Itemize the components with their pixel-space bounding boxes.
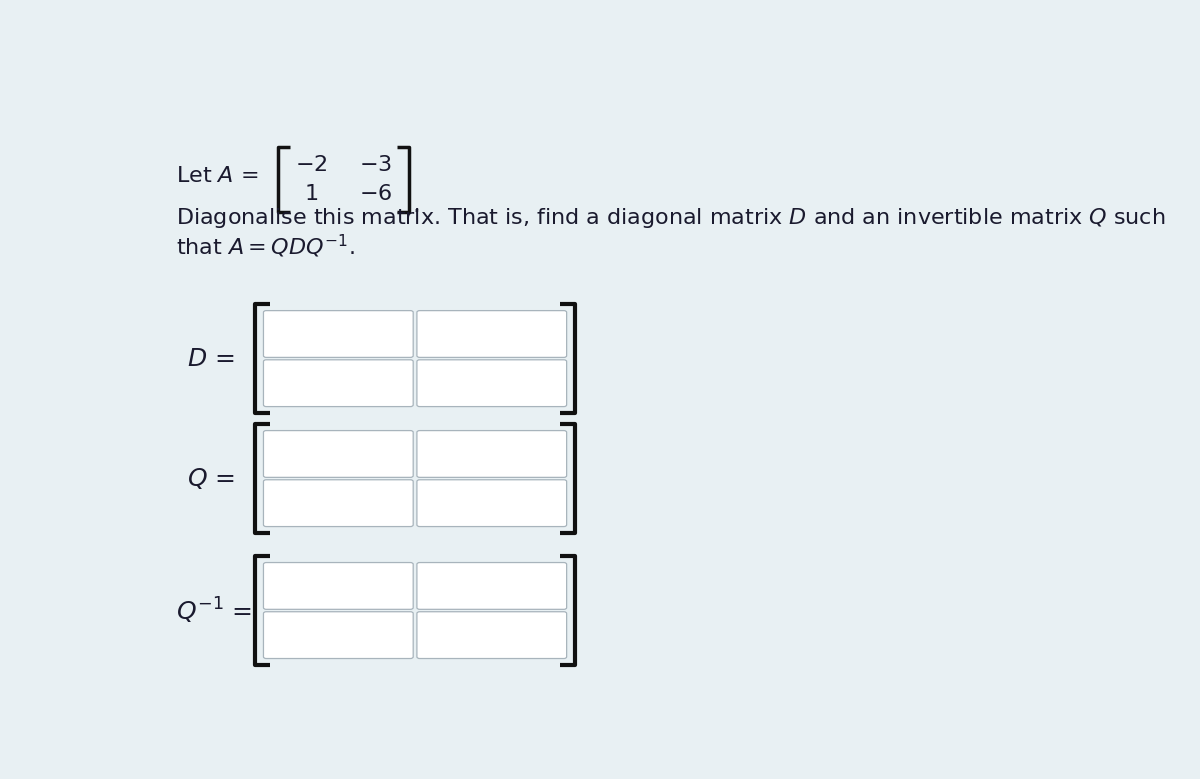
FancyBboxPatch shape (264, 360, 413, 407)
Text: Let $A$ =: Let $A$ = (176, 166, 258, 186)
Text: $-6$: $-6$ (359, 185, 392, 204)
Text: $-2$: $-2$ (295, 156, 328, 175)
Text: Diagonalise this matrix. That is, find a diagonal matrix $D$ and an invertible m: Diagonalise this matrix. That is, find a… (176, 206, 1165, 231)
Text: that $A = QDQ^{-1}$.: that $A = QDQ^{-1}$. (176, 233, 355, 260)
Text: $1$: $1$ (304, 185, 318, 204)
Text: $D$ =: $D$ = (187, 347, 235, 371)
FancyBboxPatch shape (416, 562, 566, 609)
FancyBboxPatch shape (416, 431, 566, 478)
Text: $Q^{-1}$ =: $Q^{-1}$ = (176, 595, 252, 626)
FancyBboxPatch shape (416, 360, 566, 407)
FancyBboxPatch shape (264, 311, 413, 358)
FancyBboxPatch shape (264, 612, 413, 658)
Text: $-3$: $-3$ (360, 156, 392, 175)
Text: .: . (413, 193, 420, 217)
Text: $Q$ =: $Q$ = (187, 466, 235, 491)
FancyBboxPatch shape (264, 480, 413, 527)
FancyBboxPatch shape (264, 562, 413, 609)
FancyBboxPatch shape (416, 480, 566, 527)
FancyBboxPatch shape (416, 311, 566, 358)
FancyBboxPatch shape (416, 612, 566, 658)
FancyBboxPatch shape (264, 431, 413, 478)
